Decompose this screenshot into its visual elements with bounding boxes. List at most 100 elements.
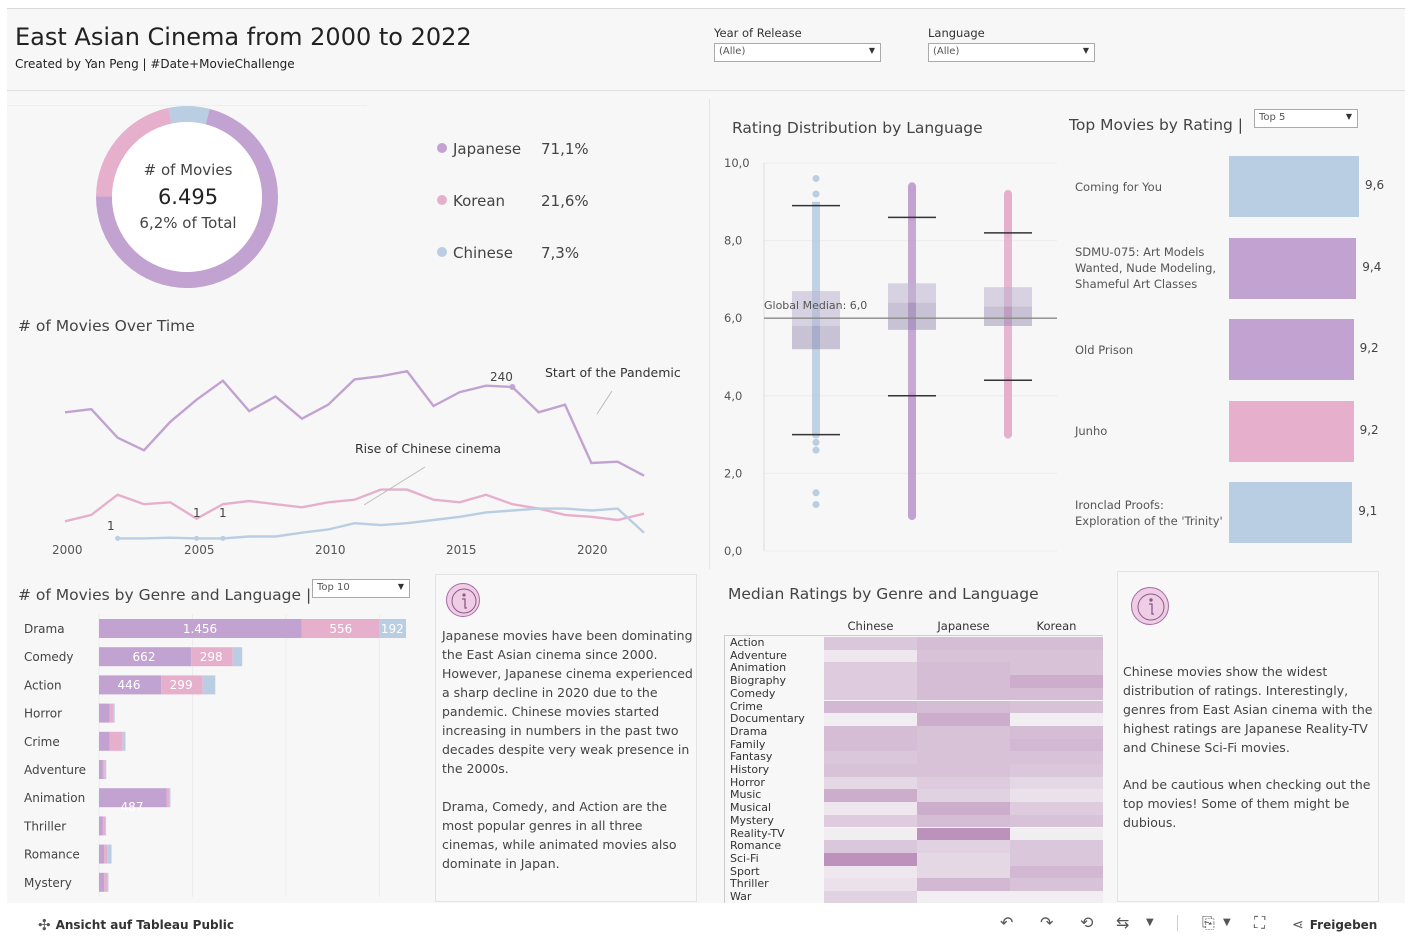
bar-drama-japanese[interactable] — [99, 619, 302, 638]
heatmap-cell[interactable] — [917, 637, 1010, 650]
heatmap-cell[interactable] — [917, 852, 1010, 866]
heatmap-cell[interactable] — [824, 713, 917, 726]
heatmap-cell[interactable] — [824, 789, 917, 803]
heatmap-cell[interactable] — [1010, 827, 1103, 841]
bar-action-japanese[interactable] — [99, 675, 162, 695]
heatmap-cell[interactable] — [824, 725, 917, 739]
top-movie-row[interactable]: Old Prison 9,2 — [1069, 319, 1399, 380]
heatmap-cell[interactable] — [824, 662, 917, 676]
heatmap-cell[interactable] — [824, 751, 917, 764]
heatmap-cell[interactable] — [1010, 891, 1103, 903]
heatmap-cell[interactable] — [917, 840, 1010, 853]
heatmap-cell[interactable] — [1010, 751, 1103, 764]
heatmap-cell[interactable] — [824, 802, 917, 815]
bar-thriller-korean[interactable] — [102, 816, 106, 836]
heatmap-cell[interactable] — [917, 725, 1010, 739]
movie-rating-bar[interactable] — [1229, 319, 1354, 380]
bar-thriller-chinese[interactable] — [105, 816, 107, 836]
heatmap-cell[interactable] — [1010, 878, 1103, 891]
heatmap-cell[interactable] — [824, 649, 917, 663]
heatmap-cell[interactable] — [917, 700, 1010, 714]
heatmap-cell[interactable] — [917, 738, 1010, 752]
heatmap-cell[interactable] — [824, 764, 917, 777]
box-upper-japanese[interactable] — [888, 283, 936, 303]
heatmap-cell[interactable] — [1010, 713, 1103, 726]
heatmap-cell[interactable] — [824, 865, 917, 879]
heatmap-cell[interactable] — [917, 687, 1010, 701]
chinese-point[interactable] — [220, 535, 226, 541]
bar-comedy-chinese[interactable] — [232, 647, 243, 667]
download-icon[interactable]: ⎘ — [1202, 913, 1215, 932]
fullscreen-icon[interactable]: ⛶ — [1254, 913, 1266, 932]
bar-adventure-japanese[interactable] — [99, 760, 103, 779]
year-filter-dropdown[interactable]: (Alle) ▼ — [714, 43, 881, 62]
legend-item-japanese[interactable]: Japanese — [437, 140, 521, 158]
bar-drama-korean[interactable] — [301, 619, 380, 638]
heatmap-cell[interactable] — [917, 878, 1010, 891]
heatmap-cell[interactable] — [824, 738, 917, 752]
bar-animation-korean[interactable] — [166, 788, 170, 808]
heatmap-cell[interactable] — [917, 865, 1010, 879]
top-movie-row[interactable]: Junho 9,2 — [1069, 400, 1399, 462]
heatmap-cell[interactable] — [824, 878, 917, 891]
refresh-icon[interactable]: ⇆ — [1116, 913, 1130, 932]
heatmap-cell[interactable] — [917, 789, 1010, 803]
top-movies-dropdown[interactable]: Top 5 ▼ — [1254, 109, 1358, 128]
chinese-point[interactable] — [115, 535, 121, 541]
heatmap-cell[interactable] — [917, 814, 1010, 828]
box-upper-chinese[interactable] — [792, 291, 840, 326]
heatmap-cell[interactable] — [824, 840, 917, 853]
outlier-chinese[interactable] — [812, 500, 820, 508]
legend-item-chinese[interactable]: Chinese — [437, 244, 513, 262]
donut-slice-korean[interactable] — [96, 107, 172, 197]
bar-romance-chinese[interactable] — [107, 844, 112, 864]
heatmap-cell[interactable] — [824, 827, 917, 841]
heatmap-cell[interactable] — [824, 852, 917, 866]
language-filter-dropdown[interactable]: (Alle) ▼ — [928, 43, 1095, 62]
bar-thriller-japanese[interactable] — [99, 816, 103, 836]
bar-crime-japanese[interactable] — [99, 731, 110, 751]
heatmap-cell[interactable] — [917, 713, 1010, 726]
outlier-chinese[interactable] — [812, 190, 820, 198]
revert-icon[interactable]: ⟲ — [1080, 913, 1094, 932]
bar-action-korean[interactable] — [161, 675, 203, 695]
heatmap-cell[interactable] — [824, 700, 917, 714]
top-movie-row[interactable]: SDMU-075: Art Models Wanted, Nude Modelin… — [1069, 237, 1399, 299]
view-on-public-link[interactable]: ✣ Ansicht auf Tableau Public — [38, 914, 234, 934]
heatmap-cell[interactable] — [1010, 789, 1103, 803]
bar-horror-korean[interactable] — [109, 703, 114, 723]
heatmap-cell[interactable] — [824, 891, 917, 903]
heatmap-cell[interactable] — [917, 662, 1010, 676]
heatmap-cell[interactable] — [1010, 865, 1103, 879]
bar-mystery-japanese[interactable] — [99, 872, 105, 892]
bar-romance-korean[interactable] — [104, 844, 108, 864]
heatmap-cell[interactable] — [1010, 700, 1103, 714]
heatmap-cell[interactable] — [1010, 687, 1103, 701]
heatmap-cell[interactable] — [1010, 738, 1103, 752]
movie-rating-bar[interactable] — [1229, 237, 1357, 299]
heatmap-cell[interactable] — [917, 827, 1010, 841]
heatmap-cell[interactable] — [824, 776, 917, 790]
outlier-chinese[interactable] — [812, 489, 820, 497]
top-movie-row[interactable]: Coming for You 9,6 — [1069, 156, 1399, 217]
outlier-chinese[interactable] — [812, 446, 820, 454]
heatmap-cell[interactable] — [1010, 840, 1103, 853]
heatmap-cell[interactable] — [917, 751, 1010, 764]
line-japanese[interactable] — [64, 369, 645, 477]
bar-horror-japanese[interactable] — [99, 703, 110, 723]
movie-rating-bar[interactable] — [1229, 156, 1359, 217]
bar-horror-chinese[interactable] — [113, 703, 115, 723]
heatmap-cell[interactable] — [917, 802, 1010, 815]
line-korean[interactable] — [64, 488, 645, 523]
undo-icon[interactable]: ↶ — [1000, 913, 1014, 932]
heatmap-cell[interactable] — [824, 814, 917, 828]
heatmap-cell[interactable] — [1010, 776, 1103, 790]
bar-comedy-korean[interactable] — [191, 647, 233, 667]
box-lower-chinese[interactable] — [792, 325, 840, 350]
bar-animation-japanese[interactable] — [99, 788, 167, 808]
heatmap-cell[interactable] — [1010, 649, 1103, 663]
heatmap-cell[interactable] — [917, 776, 1010, 790]
bar-mystery-chinese[interactable] — [107, 872, 109, 892]
bar-animation-chinese[interactable] — [169, 788, 171, 808]
movie-rating-bar[interactable] — [1229, 482, 1353, 543]
